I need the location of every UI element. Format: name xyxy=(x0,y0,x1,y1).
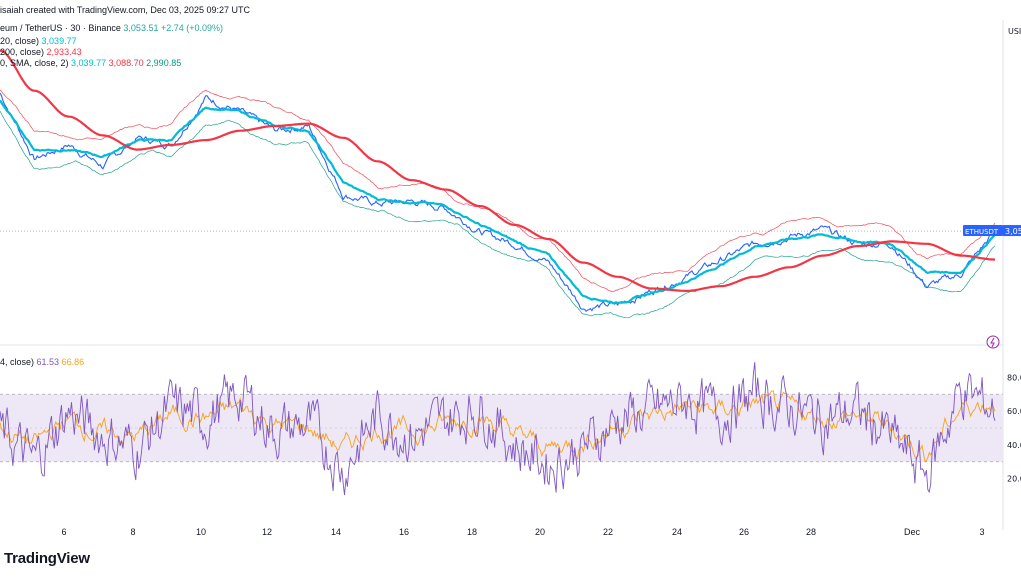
indicator-bb-lower: 2,990.85 xyxy=(146,58,182,68)
x-tick-label: 10 xyxy=(196,527,206,537)
symbol-line: eum / TetherUS · 30 · Binance 3,053.51 +… xyxy=(0,22,223,34)
ticker-badge-label: ETHUSDT xyxy=(965,228,999,236)
indicator-ema-label: 20, close) xyxy=(0,36,40,46)
indicator-rsi-value: 61.53 xyxy=(36,357,60,367)
indicator-rsi-label: 4, close) xyxy=(0,357,35,367)
ticker-price-label: 3,05 xyxy=(1005,227,1021,236)
indicator-rsi-ma-value: 66.86 xyxy=(61,357,85,367)
symbol-label: eum / TetherUS · 30 · Binance xyxy=(0,23,121,33)
price-axis-currency: USI xyxy=(1008,27,1021,36)
indicator-bb-basis: 3,039.77 xyxy=(71,58,107,68)
indicator-bb-label: 0, SMA, close, 2) xyxy=(0,58,69,68)
x-tick-label: 20 xyxy=(535,527,545,537)
created-line: isaiah created with TradingView.com, Dec… xyxy=(0,5,250,15)
lightning-icon xyxy=(986,335,1000,349)
rsi-tick-label: 60.0 xyxy=(1007,407,1021,416)
ticker-badge xyxy=(963,225,1003,237)
bollinger-upper-band xyxy=(0,89,996,293)
x-tick-label: 18 xyxy=(467,527,477,537)
symbol-change: +2.74 (+0.09%) xyxy=(160,23,224,33)
x-tick-label: 16 xyxy=(399,527,409,537)
indicator-bb-line[interactable]: 0, SMA, close, 2) 3,039.77 3,088.70 2,99… xyxy=(0,57,181,69)
indicator-sma-line[interactable]: 200, close) 2,933.43 xyxy=(0,46,82,58)
sma200-series-line xyxy=(0,49,996,292)
lightning-icon-glyph xyxy=(990,337,995,348)
bollinger-lower-band xyxy=(0,110,996,319)
rsi-series-line xyxy=(0,362,996,496)
indicator-sma-value: 2,933.43 xyxy=(46,47,82,57)
x-tick-label: 8 xyxy=(130,527,135,537)
indicator-ema-value: 3,039.77 xyxy=(41,36,77,46)
x-tick-label: 3 xyxy=(979,527,984,537)
indicator-sma-label: 200, close) xyxy=(0,47,45,57)
indicator-bb-upper: 3,088.70 xyxy=(108,58,144,68)
x-tick-label: 6 xyxy=(61,527,66,537)
price-series-line xyxy=(0,92,996,312)
x-tick-label: 14 xyxy=(331,527,341,537)
symbol-price: 3,053.51 xyxy=(123,23,159,33)
tradingview-logo: TradingView xyxy=(4,550,90,567)
x-tick-label: 24 xyxy=(672,527,682,537)
x-tick-label: Dec xyxy=(904,527,921,537)
rsi-tick-label: 40.0 xyxy=(1007,441,1021,450)
x-tick-label: 28 xyxy=(806,527,816,537)
indicator-rsi-line[interactable]: 4, close) 61.53 66.86 xyxy=(0,356,84,368)
x-tick-label: 12 xyxy=(262,527,272,537)
x-tick-label: 22 xyxy=(603,527,613,537)
indicator-ema-line[interactable]: 20, close) 3,039.77 xyxy=(0,35,77,47)
rsi-tick-label: 20.0 xyxy=(1007,475,1021,484)
rsi-tick-label: 80.0 xyxy=(1007,373,1021,382)
x-tick-label: 26 xyxy=(739,527,749,537)
ticker-price-badge xyxy=(1003,225,1021,237)
ema20-series-line xyxy=(0,99,996,305)
